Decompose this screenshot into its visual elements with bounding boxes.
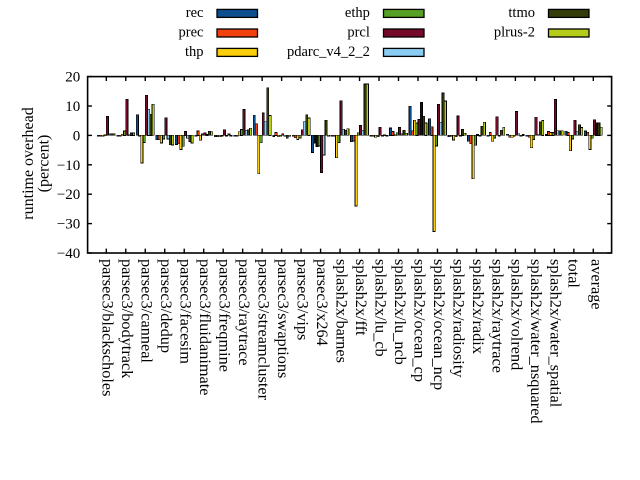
svg-text:splash2x/radiosity: splash2x/radiosity	[449, 259, 468, 378]
svg-text:parsec3/freqmine: parsec3/freqmine	[216, 259, 235, 372]
svg-text:splash2x/water_spatial: splash2x/water_spatial	[547, 259, 566, 408]
svg-text:0: 0	[73, 128, 81, 144]
svg-text:splash2x/barnes: splash2x/barnes	[332, 259, 351, 363]
svg-text:ttmo: ttmo	[508, 5, 535, 21]
svg-text:splash2x/ocean_cp: splash2x/ocean_cp	[410, 259, 429, 382]
svg-text:prec: prec	[179, 25, 204, 41]
svg-text:splash2x/water_nsquared: splash2x/water_nsquared	[527, 259, 546, 424]
svg-text:parsec3/vips: parsec3/vips	[293, 259, 312, 340]
svg-text:splash2x/lu_cb: splash2x/lu_cb	[371, 259, 390, 357]
svg-text:plrus-2: plrus-2	[494, 25, 535, 41]
svg-text:splash2x/ocean_ncp: splash2x/ocean_ncp	[430, 259, 449, 390]
svg-text:average: average	[587, 259, 606, 310]
svg-text:rec: rec	[186, 5, 204, 21]
svg-text:splash2x/lu_ncb: splash2x/lu_ncb	[391, 259, 410, 365]
svg-text:parsec3/fluidanimate: parsec3/fluidanimate	[196, 259, 215, 396]
svg-text:parsec3/dedup: parsec3/dedup	[157, 259, 176, 353]
svg-text:parsec3/canneal: parsec3/canneal	[138, 259, 157, 363]
svg-text:splash2x/volrend: splash2x/volrend	[508, 259, 527, 370]
svg-text:splash2x/raytrace: splash2x/raytrace	[488, 259, 507, 373]
svg-text:pdarc_v4_2_2: pdarc_v4_2_2	[287, 44, 370, 60]
svg-text:prcl: prcl	[347, 25, 370, 41]
svg-text:splash2x/fft: splash2x/fft	[352, 259, 371, 336]
svg-text:parsec3/bodytrack: parsec3/bodytrack	[118, 259, 137, 379]
svg-text:parsec3/blackscholes: parsec3/blackscholes	[99, 259, 118, 396]
svg-text:parsec3/x264: parsec3/x264	[313, 259, 332, 346]
svg-text:(percent): (percent)	[35, 135, 52, 193]
svg-text:ethp: ethp	[345, 5, 370, 21]
svg-text:−20: −20	[57, 187, 80, 203]
svg-text:−40: −40	[57, 246, 80, 262]
svg-text:splash2x/radix: splash2x/radix	[469, 259, 488, 354]
svg-text:parsec3/facesim: parsec3/facesim	[177, 259, 196, 364]
svg-text:runtime overhead: runtime overhead	[20, 107, 37, 219]
svg-text:parsec3/streamcluster: parsec3/streamcluster	[254, 259, 273, 401]
svg-text:−30: −30	[57, 217, 80, 233]
svg-text:parsec3/swaptions: parsec3/swaptions	[274, 259, 293, 378]
svg-text:thp: thp	[185, 44, 204, 60]
svg-text:−10: −10	[57, 158, 80, 174]
svg-text:parsec3/raytrace: parsec3/raytrace	[235, 259, 254, 366]
svg-text:total: total	[564, 259, 583, 288]
svg-text:20: 20	[65, 70, 80, 86]
svg-text:10: 10	[65, 99, 80, 115]
